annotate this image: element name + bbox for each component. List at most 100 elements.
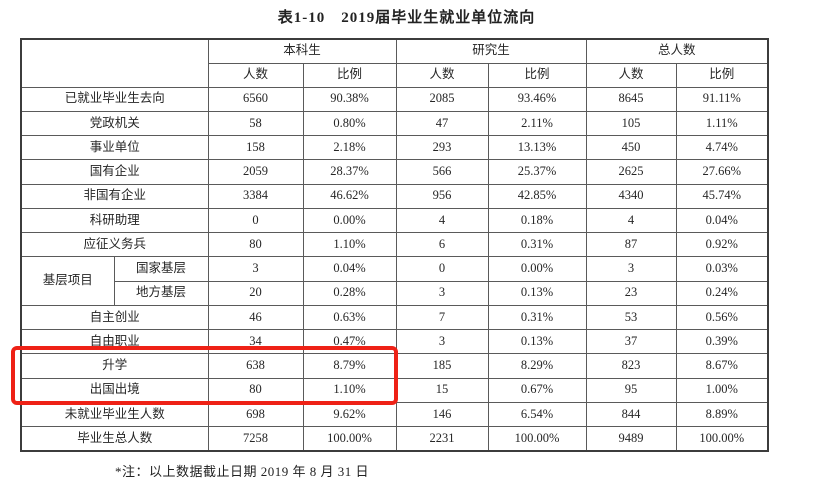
data-cell: 100.00% bbox=[487, 426, 587, 452]
data-cell: 105 bbox=[585, 110, 677, 137]
col-group-postgraduate: 研究生 bbox=[395, 38, 587, 64]
data-cell: 844 bbox=[585, 401, 677, 428]
data-cell: 0.13% bbox=[487, 280, 587, 306]
sub-header-count: 人数 bbox=[207, 62, 304, 88]
data-cell: 0.67% bbox=[487, 377, 587, 403]
data-cell: 2059 bbox=[207, 159, 304, 185]
sub-header-count: 人数 bbox=[395, 62, 489, 88]
data-cell: 8645 bbox=[585, 86, 677, 112]
row-label: 事业单位 bbox=[20, 135, 209, 161]
data-cell: 3 bbox=[395, 329, 489, 355]
data-cell: 956 bbox=[395, 183, 489, 209]
data-cell: 0.04% bbox=[675, 207, 769, 234]
row-label: 毕业生总人数 bbox=[20, 426, 209, 452]
header-sub-row: 人数 比例 人数 比例 人数 比例 bbox=[21, 62, 769, 88]
data-cell: 1.00% bbox=[675, 377, 769, 403]
table-row: 地方基层 20 0.28% 3 0.13% 23 0.24% bbox=[21, 280, 769, 306]
data-cell: 0 bbox=[207, 207, 304, 234]
data-cell: 45.74% bbox=[675, 183, 769, 209]
data-cell: 8.89% bbox=[675, 401, 769, 428]
row-label: 国有企业 bbox=[20, 159, 209, 185]
data-cell: 91.11% bbox=[675, 86, 769, 112]
data-cell: 158 bbox=[207, 135, 304, 161]
sub-header-ratio: 比例 bbox=[675, 62, 769, 88]
data-cell: 6.54% bbox=[487, 401, 587, 428]
col-group-total: 总人数 bbox=[585, 38, 769, 64]
data-cell: 4.74% bbox=[675, 135, 769, 161]
data-cell: 4 bbox=[585, 207, 677, 234]
data-cell: 0.47% bbox=[302, 329, 397, 355]
data-cell: 0.39% bbox=[675, 329, 769, 355]
data-cell: 23 bbox=[585, 280, 677, 306]
row-label: 已就业毕业生去向 bbox=[20, 86, 209, 112]
row-group-label: 基层项目 bbox=[20, 256, 115, 306]
data-cell: 53 bbox=[585, 304, 677, 331]
data-cell: 27.66% bbox=[675, 159, 769, 185]
data-cell: 80 bbox=[207, 377, 304, 403]
data-cell: 80 bbox=[207, 232, 304, 258]
data-cell: 1.10% bbox=[302, 232, 397, 258]
table-row: 科研助理 0 0.00% 4 0.18% 4 0.04% bbox=[20, 207, 769, 234]
data-cell: 90.38% bbox=[302, 86, 397, 112]
data-cell: 9489 bbox=[585, 426, 677, 452]
sub-header-count: 人数 bbox=[585, 62, 677, 88]
row-label: 党政机关 bbox=[20, 110, 209, 137]
data-cell: 6560 bbox=[207, 86, 304, 112]
data-cell: 0.28% bbox=[302, 280, 397, 306]
data-cell: 7 bbox=[395, 304, 489, 331]
data-cell: 0.13% bbox=[487, 329, 587, 355]
data-cell: 0.31% bbox=[487, 232, 587, 258]
table-row: 出国出境 80 1.10% 15 0.67% 95 1.00% bbox=[20, 377, 769, 403]
data-cell: 698 bbox=[207, 401, 304, 428]
table-row: 已就业毕业生去向 6560 90.38% 2085 93.46% 8645 91.11% bbox=[20, 86, 769, 112]
data-cell: 0.00% bbox=[302, 207, 397, 234]
table-row: 事业单位 158 2.18% 293 13.13% 450 4.74% bbox=[20, 135, 769, 161]
data-cell: 8.79% bbox=[302, 353, 397, 379]
data-cell: 7258 bbox=[207, 426, 304, 452]
data-cell: 87 bbox=[585, 232, 677, 258]
data-cell: 0.00% bbox=[487, 256, 587, 282]
data-cell: 293 bbox=[395, 135, 489, 161]
data-cell: 100.00% bbox=[302, 426, 397, 452]
data-cell: 8.67% bbox=[675, 353, 769, 379]
data-cell: 566 bbox=[395, 159, 489, 185]
row-label: 科研助理 bbox=[20, 207, 209, 234]
data-cell: 0.24% bbox=[675, 280, 769, 306]
header-group-row: 本科生 研究生 总人数 bbox=[20, 38, 769, 88]
data-cell: 0.56% bbox=[675, 304, 769, 331]
row-label: 未就业毕业生人数 bbox=[20, 401, 209, 428]
row-label: 地方基层 bbox=[113, 280, 209, 306]
data-cell: 4340 bbox=[585, 183, 677, 209]
table-title: 表1-10 2019届毕业生就业单位流向 bbox=[277, 10, 536, 26]
data-cell: 3 bbox=[395, 280, 489, 306]
data-cell: 2.18% bbox=[302, 135, 397, 161]
data-cell: 1.11% bbox=[675, 110, 769, 137]
table-row: 毕业生总人数 7258 100.00% 2231 100.00% 9489 100.00% bbox=[20, 426, 769, 452]
data-cell: 0.03% bbox=[675, 256, 769, 282]
data-cell: 185 bbox=[395, 353, 489, 379]
sub-header-ratio: 比例 bbox=[487, 62, 587, 88]
data-cell: 93.46% bbox=[487, 86, 587, 112]
row-label: 应征义务兵 bbox=[20, 232, 209, 258]
data-cell: 0.04% bbox=[302, 256, 397, 282]
data-cell: 34 bbox=[207, 329, 304, 355]
data-cell: 9.62% bbox=[302, 401, 397, 428]
data-cell: 13.13% bbox=[487, 135, 587, 161]
row-label: 自由职业 bbox=[20, 329, 209, 355]
data-cell: 0 bbox=[395, 256, 489, 282]
data-cell: 37 bbox=[585, 329, 677, 355]
data-cell: 3 bbox=[207, 256, 304, 282]
data-cell: 58 bbox=[207, 110, 304, 137]
table-row: 自主创业 46 0.63% 7 0.31% 53 0.56% bbox=[20, 304, 769, 331]
data-cell: 823 bbox=[585, 353, 677, 379]
data-cell: 1.10% bbox=[302, 377, 397, 403]
data-cell: 15 bbox=[395, 377, 489, 403]
employment-flow-table: 本科生 研究生 总人数 人数 比例 人数 比例 人数 比例 已就业毕业生去向 65… bbox=[20, 38, 770, 452]
row-label: 升学 bbox=[20, 353, 209, 379]
data-cell: 20 bbox=[207, 280, 304, 306]
data-cell: 3384 bbox=[207, 183, 304, 209]
data-cell: 6 bbox=[395, 232, 489, 258]
data-cell: 638 bbox=[207, 353, 304, 379]
table-row: 基层项目 国家基层 3 0.04% 0 0.00% 3 0.03% bbox=[20, 256, 769, 306]
